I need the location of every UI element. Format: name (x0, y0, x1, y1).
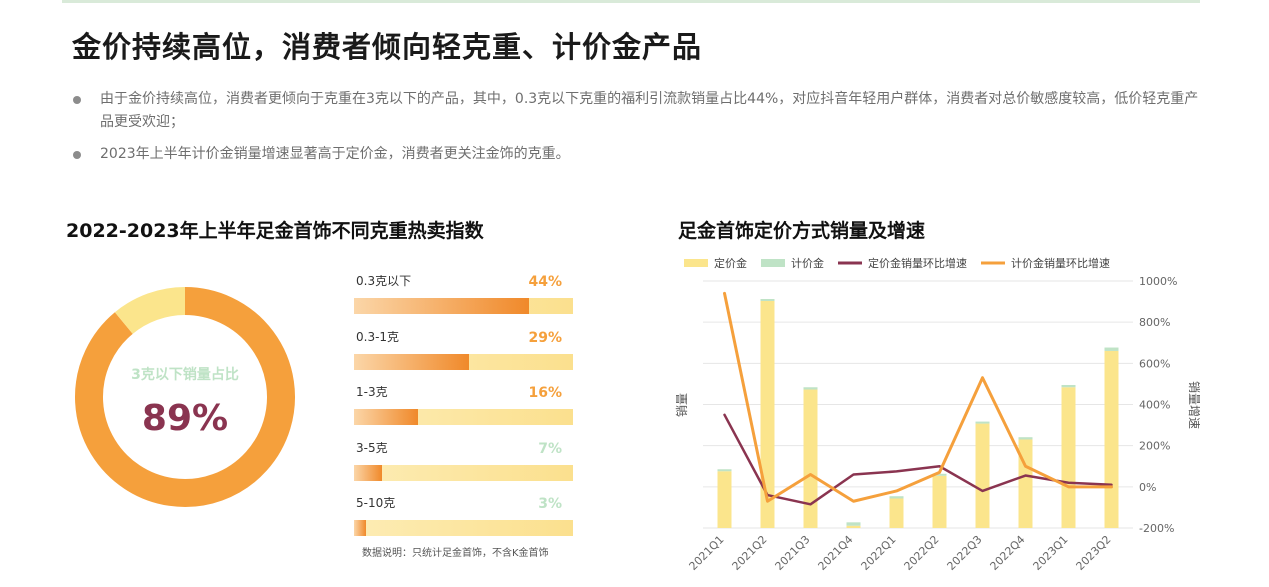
weight-bar-value: 7% (538, 440, 562, 457)
weight-bar-fill (354, 464, 382, 481)
y2-tick-label: 400% (1139, 399, 1170, 412)
weight-bar-value: 29% (528, 329, 562, 346)
bar-fixed-price (1104, 350, 1119, 528)
weight-bar-track (354, 353, 573, 370)
bar-weight-price (1061, 384, 1076, 388)
weight-bar-track (354, 298, 573, 314)
donut-center-value: 89% (141, 398, 229, 439)
y-axis-label: 销量 (675, 393, 689, 417)
y2-tick-label: 600% (1139, 357, 1170, 370)
weight-bar-fill (354, 520, 366, 536)
legend-label: 定价金销量环比增速 (868, 256, 967, 270)
bar-weight-price (760, 299, 775, 301)
bullet-list: 由于金价持续高位，消费者更倾向于克重在3克以下的产品，其中，0.3克以下克重的福… (72, 88, 1202, 175)
donut-center-label: 3克以下销量占比 (131, 367, 239, 383)
weight-bar-row: 0.3-1克 29% (354, 328, 574, 376)
bar-fixed-price (846, 525, 861, 528)
bar-weight-price (889, 496, 904, 499)
weight-bar-track (354, 409, 573, 425)
weight-bar-row: 3-5克 7% (354, 439, 574, 487)
data-note: 数据说明：只统计足金首饰，不含K金首饰 (362, 548, 549, 559)
line-weight-price-growth (723, 291, 1113, 503)
combo-chart: 1000% 800% 600% 400% 200% 0% -200% 销量 销量增速 2021Q1… (675, 256, 1200, 573)
x-tick-label: 2022Q4 (988, 533, 1028, 573)
y2-tick-label: 200% (1139, 440, 1170, 453)
weight-bar-fill (354, 409, 418, 425)
bar-fixed-price (717, 471, 732, 528)
bar-weight-price (932, 473, 947, 476)
weight-bar-fill (354, 298, 530, 314)
weight-bar-label: 0.3克以下 (356, 274, 412, 288)
x-tick-label: 2022Q2 (902, 533, 942, 573)
weight-section-title: 2022-2023年上半年足金首饰不同克重热卖指数 (66, 220, 484, 242)
x-tick-label: 2021Q1 (687, 533, 727, 573)
bar-fixed-price (932, 475, 947, 528)
legend-label: 计价金 (791, 256, 824, 270)
bar-fixed-price (760, 301, 775, 528)
bar-weight-price (846, 522, 861, 526)
line-fixed-price-growth (723, 413, 1113, 506)
bar-fixed-price (1061, 387, 1076, 528)
top-divider (62, 0, 1200, 3)
weight-bar-row: 1-3克 16% (354, 383, 574, 431)
bullet-item: 由于金价持续高位，消费者更倾向于克重在3克以下的产品，其中，0.3克以下克重的福… (72, 88, 1202, 134)
x-tick-label: 2022Q1 (859, 533, 899, 573)
weight-bar-label: 1-3克 (356, 385, 388, 399)
y2-tick-label: 0% (1139, 481, 1156, 494)
y2-tick-label: 800% (1139, 316, 1170, 329)
legend-swatch (761, 259, 785, 267)
bar-fixed-price (889, 498, 904, 528)
weight-bar-value: 16% (528, 385, 562, 401)
bar-fixed-price (975, 423, 990, 528)
pricing-chart-title: 足金首饰定价方式销量及增速 (678, 220, 926, 242)
bar-weight-price (1018, 437, 1033, 440)
legend-label: 定价金 (714, 256, 747, 270)
x-tick-label: 2021Q2 (730, 533, 770, 573)
legend-label: 计价金销量环比增速 (1011, 256, 1110, 270)
donut-chart (75, 287, 295, 507)
bar-weight-price (1104, 347, 1119, 351)
donut-slice-over-3g (114, 287, 186, 335)
weight-bar-track (354, 464, 573, 481)
weight-bar-fill (354, 353, 470, 370)
weight-bar-track (354, 520, 573, 536)
bar-weight-price (717, 469, 732, 472)
page-title: 金价持续高位，消费者倾向轻克重、计价金产品 (72, 30, 703, 64)
weight-bar-label: 3-5克 (356, 440, 388, 455)
bar-weight-price (803, 387, 818, 390)
x-tick-label: 2023Q2 (1074, 533, 1114, 573)
weight-bar-row: 5-10克 3% (354, 494, 574, 542)
weight-bar-row: 0.3克以下 44% (354, 272, 574, 320)
weight-bar-label: 0.3-1克 (356, 329, 400, 344)
weight-bar-value: 44% (528, 274, 562, 290)
y2-tick-label: -200% (1139, 522, 1174, 535)
x-tick-label: 2021Q3 (773, 533, 813, 573)
donut-slice-under-3g (75, 287, 295, 507)
legend-swatch (684, 259, 708, 267)
bar-weight-price (975, 421, 990, 424)
weight-bar-label: 5-10克 (356, 496, 396, 510)
x-tick-label: 2022Q3 (945, 533, 985, 573)
x-tick-label: 2021Q4 (816, 533, 856, 573)
y2-axis-label: 销量增速 (1187, 381, 1200, 429)
bar-fixed-price (803, 389, 818, 528)
y2-tick-label: 1000% (1139, 275, 1177, 288)
bullet-item: 2023年上半年计价金销量增速显著高于定价金，消费者更关注金饰的克重。 (72, 143, 1202, 166)
x-tick-label: 2023Q1 (1031, 533, 1071, 573)
weight-bar-value: 3% (538, 496, 562, 512)
